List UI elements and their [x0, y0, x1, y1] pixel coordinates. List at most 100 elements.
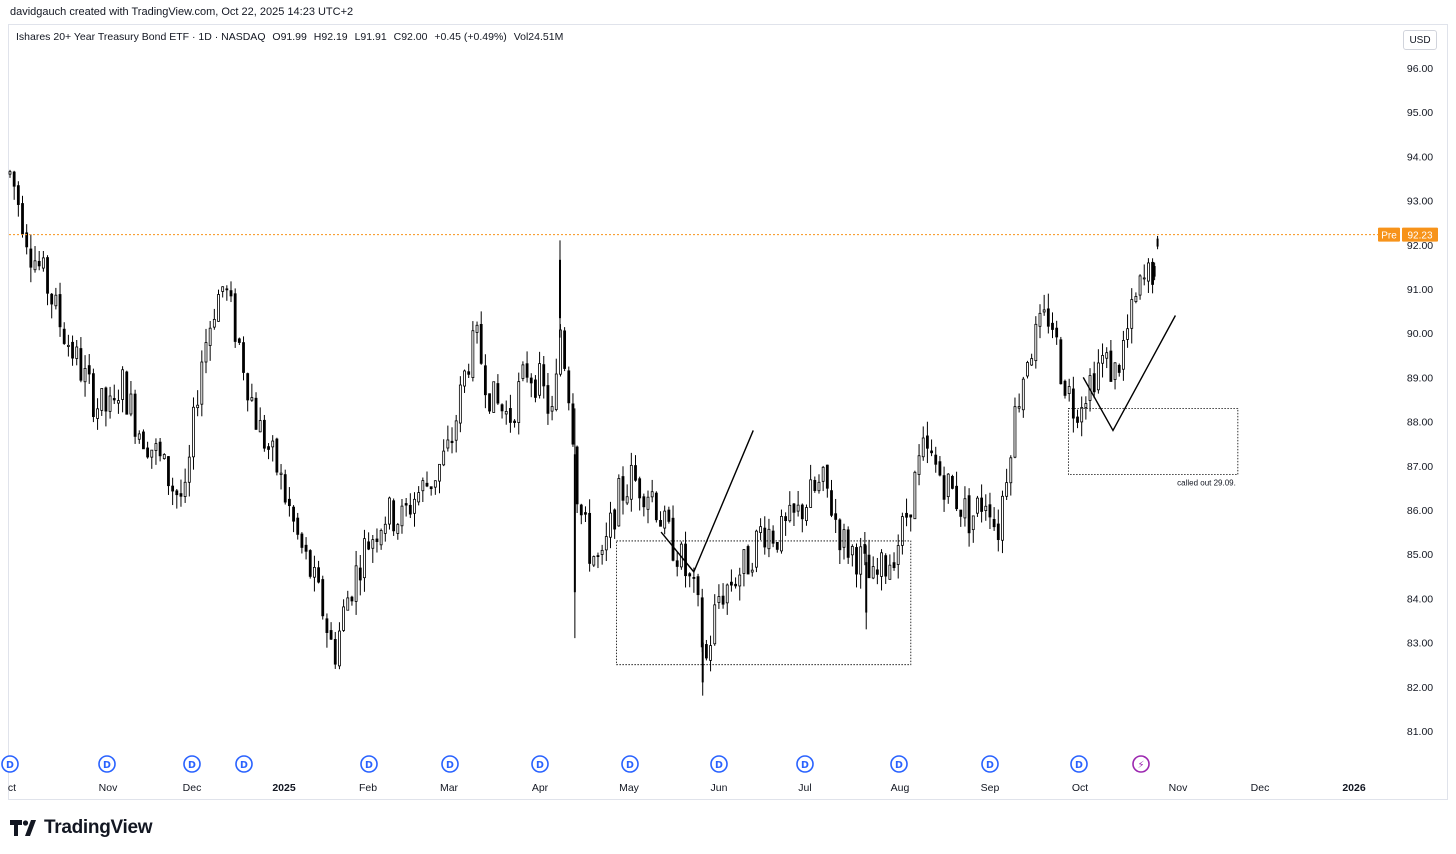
candle: [671, 505, 675, 562]
candle: [926, 421, 929, 464]
time-tick-label: Sep: [981, 782, 1000, 794]
candle: [696, 573, 700, 607]
candle: [1026, 360, 1029, 379]
candle: [684, 531, 687, 588]
candle: [1038, 304, 1042, 339]
candle: [400, 499, 404, 534]
dividend-event-icon[interactable]: D: [1, 755, 19, 773]
candle: [825, 464, 829, 498]
trend-line[interactable]: [660, 430, 754, 574]
dividend-event-icon[interactable]: D: [1070, 755, 1088, 773]
price-axis[interactable]: 96.00 95.00 94.00 93.00 92.00 91.00 90.00 89.00…: [1407, 63, 1433, 738]
drawings-layer[interactable]: [616, 315, 1239, 666]
candle: [196, 390, 200, 417]
svg-text:D: D: [365, 760, 373, 771]
candle: [350, 595, 354, 606]
candle: [458, 376, 462, 433]
candle: [479, 311, 483, 365]
price-tick-label: 88.00: [1407, 417, 1433, 429]
candle: [92, 368, 95, 423]
dividend-event-icon[interactable]: D: [796, 755, 814, 773]
svg-text:D: D: [626, 760, 634, 771]
candle: [1034, 316, 1038, 369]
svg-text:D: D: [240, 760, 248, 771]
candle: [300, 532, 304, 554]
tradingview-logo[interactable]: TradingView: [10, 817, 153, 839]
dividend-event-icon[interactable]: D: [235, 755, 253, 773]
candle: [750, 562, 754, 577]
dividend-event-icon[interactable]: D: [621, 755, 639, 773]
candle: [83, 355, 87, 397]
candle: [183, 468, 187, 503]
candle: [850, 544, 854, 567]
candle: [842, 523, 846, 560]
candle: [734, 577, 737, 589]
time-tick-label: Aug: [891, 782, 910, 794]
candle: [313, 555, 316, 592]
dividend-event-icon[interactable]: D: [981, 755, 999, 773]
candle: [129, 380, 133, 417]
candle: [62, 322, 66, 345]
candle: [863, 531, 867, 566]
candle: [287, 487, 291, 517]
candle: [1121, 330, 1125, 381]
candle: [629, 452, 633, 512]
candle: [659, 511, 662, 527]
dividend-event-icon[interactable]: D: [710, 755, 728, 773]
candle: [338, 622, 341, 670]
candle: [296, 512, 300, 540]
price-tick-label: 85.00: [1407, 549, 1433, 561]
earnings-event-icon[interactable]: ⚡: [1132, 755, 1150, 773]
candle: [992, 507, 996, 531]
candle: [538, 351, 541, 399]
dividend-event-icon[interactable]: D: [183, 755, 201, 773]
candle: [579, 503, 583, 525]
dividend-event-icon[interactable]: D: [890, 755, 908, 773]
candle: [258, 407, 262, 433]
candle: [321, 575, 325, 620]
candle: [592, 555, 596, 568]
symbol-legend: Ishares 20+ Year Treasury Bond ETF · 1D …: [16, 31, 567, 43]
candle: [171, 477, 175, 506]
dividend-event-icon[interactable]: D: [531, 755, 549, 773]
price-tick-label: 86.00: [1407, 505, 1433, 517]
dividend-event-icon[interactable]: D: [98, 755, 116, 773]
box-annotation: called out 29.09.: [1177, 479, 1236, 488]
dividend-event-icon[interactable]: D: [360, 755, 378, 773]
candle: [600, 544, 604, 565]
currency-button[interactable]: USD: [1403, 30, 1437, 50]
candle: [821, 465, 825, 492]
candle: [383, 516, 387, 542]
time-tick-label: Feb: [359, 782, 377, 794]
svg-text:D: D: [895, 760, 903, 771]
dividend-event-icon[interactable]: D: [441, 755, 459, 773]
time-tick-label: 2025: [272, 782, 296, 794]
candle: [646, 490, 650, 524]
candle: [217, 289, 220, 322]
candle: [463, 369, 466, 393]
candle: [33, 246, 37, 273]
candle: [354, 550, 358, 615]
range-box[interactable]: [1067, 407, 1239, 476]
range-box[interactable]: [616, 540, 912, 666]
candle: [1084, 396, 1088, 420]
candle: [701, 629, 704, 696]
candle: [25, 224, 29, 255]
candle: [575, 445, 579, 513]
candle: [271, 435, 275, 462]
events-layer[interactable]: D D D D D D D D D D D D D ⚡: [1, 755, 1150, 773]
candle: [967, 488, 971, 547]
candle: [704, 639, 708, 661]
symbol-name[interactable]: Ishares 20+ Year Treasury Bond ETF · 1D …: [16, 31, 266, 43]
trend-line[interactable]: [1082, 315, 1177, 432]
candle: [959, 509, 963, 527]
candle: [179, 479, 183, 507]
time-tick-label: Nov: [1169, 782, 1188, 794]
time-axis[interactable]: ct Nov Dec 2025 Feb Mar Apr May Jun Jul Aug Sep Oct N…: [8, 782, 1366, 794]
candle: [1147, 258, 1150, 293]
candle: [788, 491, 792, 523]
candle: [488, 393, 491, 414]
candle: [784, 512, 788, 536]
candle: [675, 551, 679, 577]
